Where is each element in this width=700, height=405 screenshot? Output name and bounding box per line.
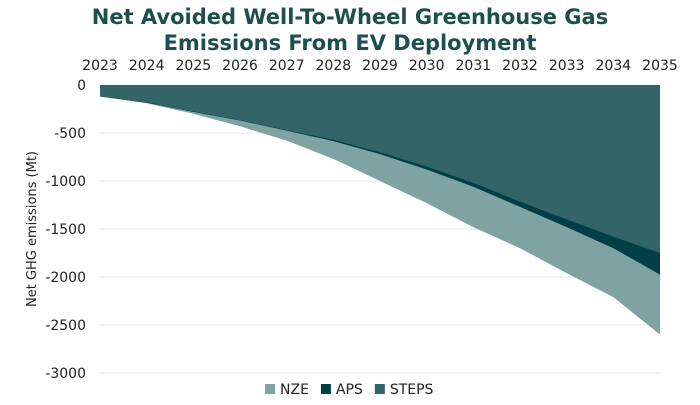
- x-tick-label: 2026: [222, 58, 258, 74]
- x-tick-label: 2034: [596, 58, 632, 74]
- y-tick-label: -500: [54, 126, 86, 142]
- x-tick-label: 2035: [642, 58, 678, 74]
- y-tick-label: -1500: [45, 222, 86, 238]
- x-tick-label: 2025: [176, 58, 212, 74]
- x-tick-label: 2031: [456, 58, 492, 74]
- legend-label-aps: APS: [336, 382, 363, 398]
- legend-swatch-aps: [320, 384, 331, 394]
- legend-label-steps: STEPS: [390, 382, 434, 398]
- y-tick-label: -2500: [45, 318, 86, 334]
- title-line-1: Net Avoided Well-To-Wheel Greenhouse Gas: [91, 5, 609, 29]
- legend-swatch-nze: [265, 384, 275, 394]
- x-tick-label: 2032: [502, 58, 538, 74]
- x-tick-label: 2033: [549, 58, 585, 74]
- x-tick-label: 2023: [82, 58, 118, 74]
- x-tick-label: 2024: [129, 58, 165, 74]
- y-axis-label: Net GHG emissions (Mt): [25, 151, 40, 307]
- title-line-2: Emissions From EV Deployment: [163, 31, 537, 55]
- y-tick-label: -1000: [45, 174, 86, 190]
- legend-label-nze: NZE: [280, 382, 309, 398]
- y-tick-label: -2000: [45, 270, 86, 286]
- x-tick-label: 2028: [316, 58, 352, 74]
- x-tick-label: 2030: [409, 58, 445, 74]
- area-steps: [100, 85, 660, 253]
- legend-swatch-steps: [374, 384, 385, 394]
- y-tick-label: -3000: [45, 366, 86, 382]
- x-tick-label: 2027: [269, 58, 305, 74]
- x-tick-label: 2029: [362, 58, 398, 74]
- chart-title: Net Avoided Well-To-Wheel Greenhouse Gas…: [0, 4, 700, 56]
- y-tick-label: 0: [77, 78, 86, 94]
